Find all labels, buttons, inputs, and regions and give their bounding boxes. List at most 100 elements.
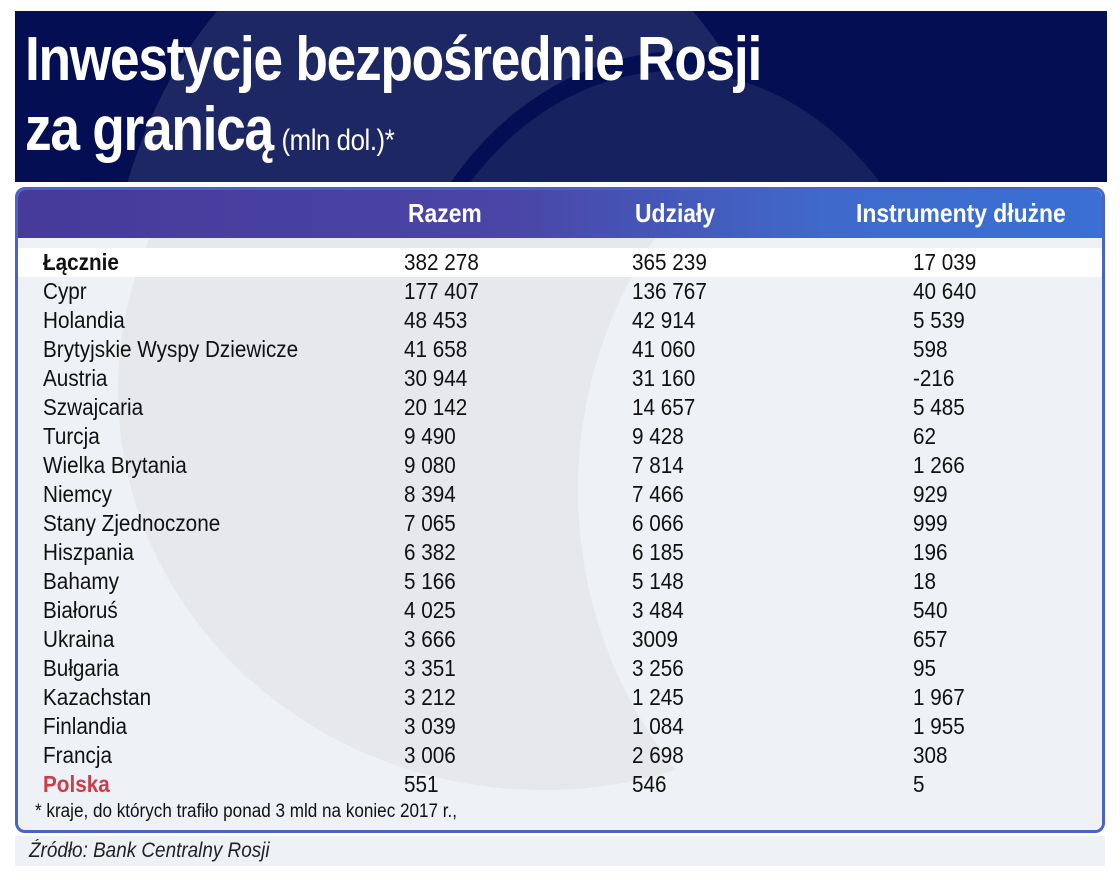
table-row: Bułgaria 3 351 3 256 95	[18, 654, 1102, 683]
row-udzialy: 3 484	[632, 597, 684, 623]
table-row: Bahamy 5 166 5 148 18	[18, 567, 1102, 596]
row-country: Brytyjskie Wyspy Dziewicze	[43, 336, 299, 362]
row-dluzne: 5	[913, 771, 925, 797]
row-country: Bułgaria	[43, 655, 119, 681]
row-dluzne: 1 266	[913, 452, 965, 478]
table-header: Razem Udziały Instrumenty dłużne	[18, 190, 1102, 238]
column-header-udzialy: Udziały	[635, 198, 716, 228]
title-line-2-text: za granicą	[25, 95, 274, 164]
table-body: Łącznie 382 278 365 239 17 039 Cypr 177 …	[18, 248, 1102, 799]
title-unit: (mln dol.)*	[281, 124, 395, 157]
row-razem: 41 658	[404, 336, 468, 362]
row-country: Turcja	[43, 423, 100, 449]
row-country: Stany Zjednoczone	[43, 510, 221, 536]
row-razem: 3 666	[404, 626, 456, 652]
table-row: Wielka Brytania 9 080 7 814 1 266	[18, 451, 1102, 480]
row-dluzne: 196	[913, 539, 948, 565]
row-country: Bahamy	[43, 568, 119, 594]
row-udzialy: 41 060	[632, 336, 696, 362]
row-razem: 9 080	[404, 452, 456, 478]
row-dluzne: 598	[913, 336, 948, 362]
table-row: Francja 3 006 2 698 308	[18, 741, 1102, 770]
row-razem: 48 453	[404, 307, 468, 333]
row-udzialy: 365 239	[632, 249, 707, 275]
table-row: Stany Zjednoczone 7 065 6 066 999	[18, 509, 1102, 538]
row-dluzne: 5 485	[913, 394, 965, 420]
row-country: Francja	[43, 742, 113, 768]
table-row: Holandia 48 453 42 914 5 539	[18, 306, 1102, 335]
table-row: Ukraina 3 666 3009 657	[18, 625, 1102, 654]
source-bar: Źródło: Bank Centralny Rosji	[15, 836, 1105, 866]
row-razem: 3 212	[404, 684, 456, 710]
data-table-panel: Razem Udziały Instrumenty dłużne Łącznie…	[15, 187, 1105, 833]
row-dluzne: 18	[913, 568, 937, 594]
table-row: Szwajcaria 20 142 14 657 5 485	[18, 393, 1102, 422]
row-razem: 6 382	[404, 539, 456, 565]
row-dluzne: 1 955	[913, 713, 965, 739]
row-razem: 551	[404, 771, 439, 797]
table-row: Hiszpania 6 382 6 185 196	[18, 538, 1102, 567]
row-razem: 8 394	[404, 481, 456, 507]
table-row: Turcja 9 490 9 428 62	[18, 422, 1102, 451]
table-row: Brytyjskie Wyspy Dziewicze 41 658 41 060…	[18, 335, 1102, 364]
row-dluzne: 62	[913, 423, 937, 449]
row-country: Łącznie	[43, 249, 119, 275]
row-country: Niemcy	[43, 481, 113, 507]
row-razem: 177 407	[404, 278, 479, 304]
row-dluzne: 40 640	[913, 278, 977, 304]
row-udzialy: 1 084	[632, 713, 684, 739]
row-dluzne: 17 039	[913, 249, 977, 275]
row-country: Białoruś	[43, 597, 118, 623]
row-udzialy: 1 245	[632, 684, 684, 710]
row-dluzne: 540	[913, 597, 948, 623]
row-country: Cypr	[43, 278, 87, 304]
row-dluzne: 657	[913, 626, 948, 652]
decorative-arc	[578, 190, 1102, 830]
row-udzialy: 3009	[632, 626, 679, 652]
title-banner: Inwestycje bezpośrednie Rosji za granicą…	[15, 11, 1107, 182]
row-udzialy: 6 066	[632, 510, 684, 536]
row-razem: 5 166	[404, 568, 456, 594]
row-razem: 4 025	[404, 597, 456, 623]
row-dluzne: 308	[913, 742, 948, 768]
row-dluzne: 5 539	[913, 307, 965, 333]
row-country: Kazachstan	[43, 684, 152, 710]
row-udzialy: 3 256	[632, 655, 684, 681]
row-udzialy: 7 466	[632, 481, 684, 507]
column-header-razem: Razem	[408, 198, 482, 228]
row-dluzne: -216	[913, 365, 955, 391]
row-udzialy: 14 657	[632, 394, 696, 420]
row-udzialy: 5 148	[632, 568, 684, 594]
row-country: Austria	[43, 365, 108, 391]
row-udzialy: 6 185	[632, 539, 684, 565]
row-country: Hiszpania	[43, 539, 134, 565]
row-country: Holandia	[43, 307, 125, 333]
row-country: Wielka Brytania	[43, 452, 187, 478]
row-razem: 9 490	[404, 423, 456, 449]
footnote: * kraje, do których trafiło ponad 3 mld …	[35, 801, 458, 822]
column-header-instrumenty-dluzne: Instrumenty dłużne	[856, 198, 1066, 228]
row-udzialy: 2 698	[632, 742, 684, 768]
row-razem: 7 065	[404, 510, 456, 536]
table-row: Białoruś 4 025 3 484 540	[18, 596, 1102, 625]
row-dluzne: 999	[913, 510, 948, 536]
row-udzialy: 42 914	[632, 307, 696, 333]
row-country: Ukraina	[43, 626, 115, 652]
row-country: Finlandia	[43, 713, 128, 739]
row-dluzne: 929	[913, 481, 948, 507]
table-row: Cypr 177 407 136 767 40 640	[18, 277, 1102, 306]
row-udzialy: 31 160	[632, 365, 696, 391]
row-country: Szwajcaria	[43, 394, 144, 420]
row-udzialy: 7 814	[632, 452, 684, 478]
row-razem: 30 944	[404, 365, 468, 391]
row-razem: 3 006	[404, 742, 456, 768]
table-row: Finlandia 3 039 1 084 1 955	[18, 712, 1102, 741]
row-razem: 382 278	[404, 249, 479, 275]
page-title: Inwestycje bezpośrednie Rosji za granicą…	[25, 25, 762, 176]
row-dluzne: 1 967	[913, 684, 965, 710]
source-note: Źródło: Bank Centralny Rosji	[29, 839, 270, 862]
table-row: Niemcy 8 394 7 466 929	[18, 480, 1102, 509]
table-row-total: Łącznie 382 278 365 239 17 039	[18, 248, 1102, 277]
title-line-1: Inwestycje bezpośrednie Rosji	[25, 25, 762, 94]
table-row: Kazachstan 3 212 1 245 1 967	[18, 683, 1102, 712]
